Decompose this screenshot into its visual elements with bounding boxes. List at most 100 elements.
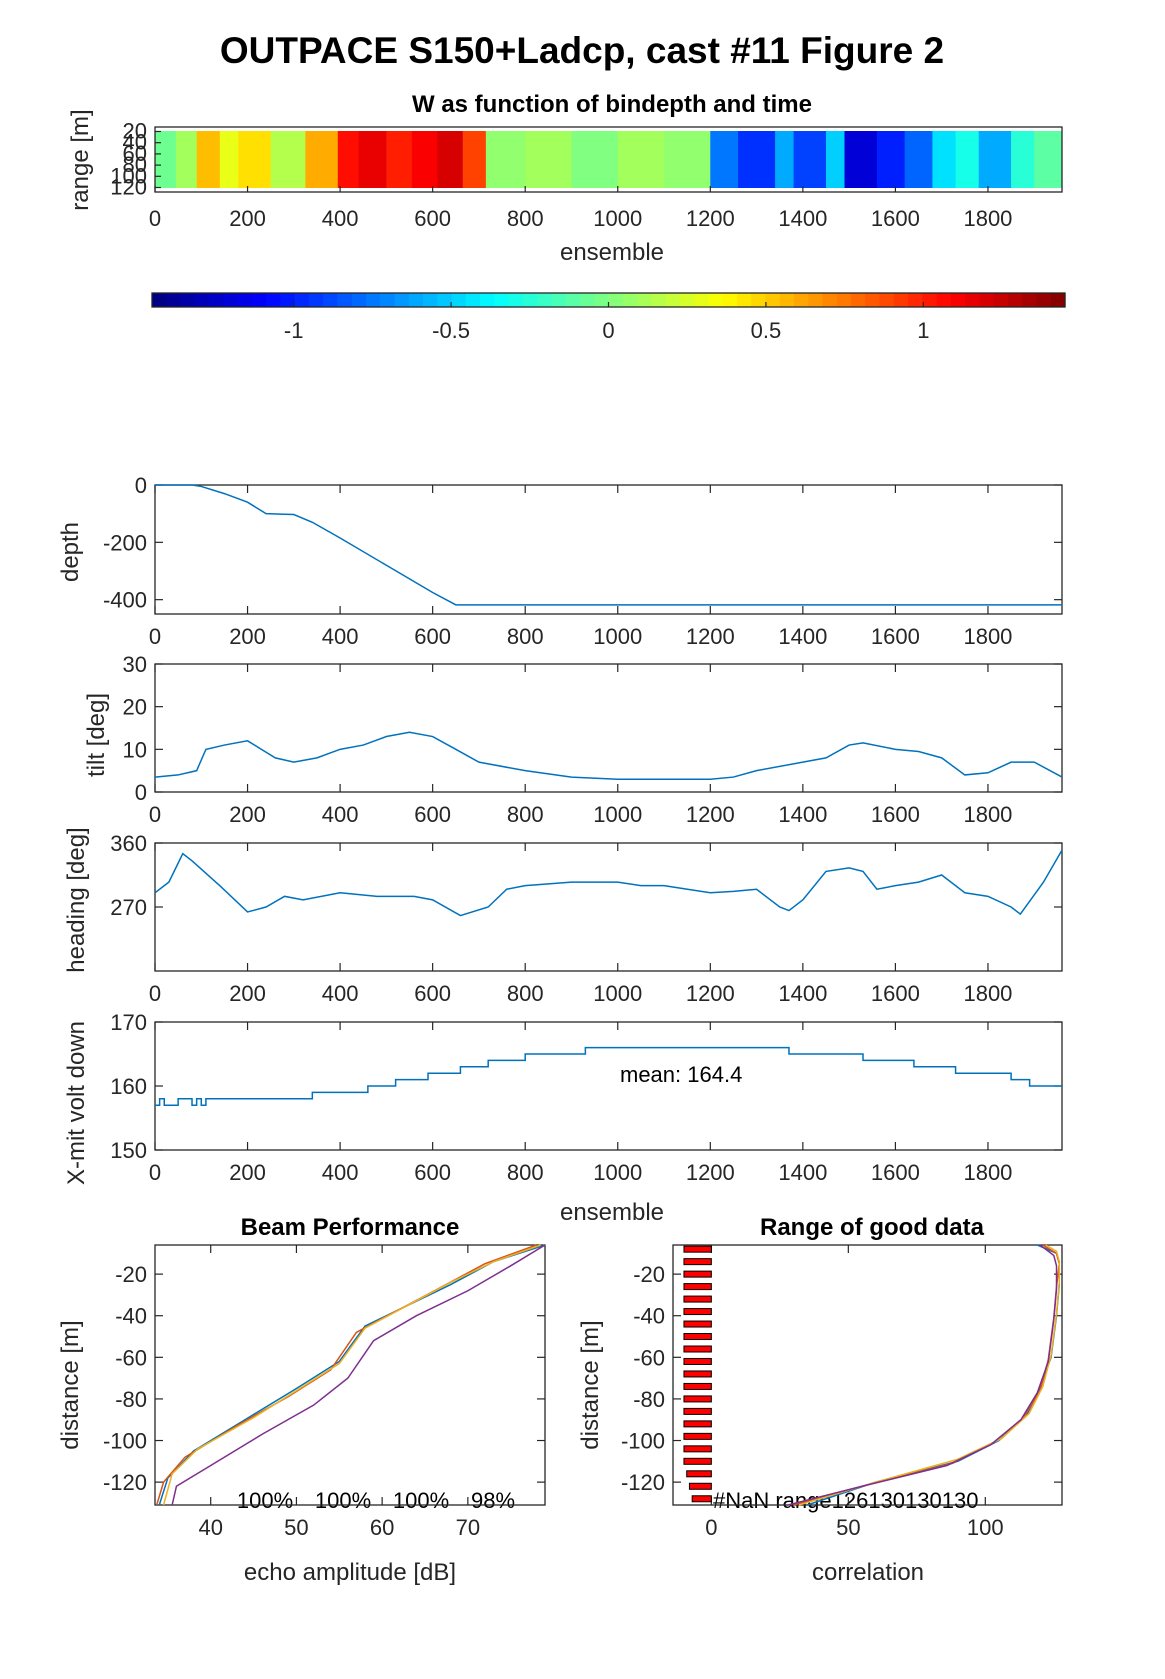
colorbar-segment	[722, 293, 738, 307]
tilt-xtick-label: 1400	[778, 802, 827, 827]
w-ytick-label: 120	[110, 175, 147, 200]
heading-axes-box	[154, 842, 1063, 972]
heading-xtick-label: 400	[322, 981, 359, 1006]
xmit-ylabel: X-mit volt down	[63, 1021, 90, 1185]
beam-title: Beam Performance	[241, 1214, 460, 1241]
colorbar-segment	[965, 293, 981, 307]
tilt-xtick-label: 200	[229, 802, 266, 827]
w-heatmap-ylabel: range [m]	[67, 109, 94, 210]
depth-xtick-label: 800	[507, 624, 544, 649]
w-heatmap-cell	[571, 131, 619, 188]
heading-series-line	[154, 849, 1063, 917]
beam-ytick-label: -120	[103, 1470, 147, 1495]
colorbar-segment	[166, 293, 182, 307]
corr-nan-bar	[683, 1457, 712, 1465]
colorbar-segment	[808, 293, 824, 307]
w-heatmap-panel: W as function of bindepth and time 0 200 4…	[67, 91, 1063, 266]
xmit-xtick-label: 800	[507, 1160, 544, 1185]
colorbar-segment	[465, 293, 481, 307]
heading-xtick-label: 1800	[963, 981, 1012, 1006]
w-heatmap-cell	[337, 131, 360, 188]
depth-xtick-label: 1000	[593, 624, 642, 649]
colorbar-segment	[708, 293, 724, 307]
colorbar-segment	[280, 293, 296, 307]
tilt-panel: tilt [deg] 0 200 400 600 800 1000 1200 1400 1600…	[83, 652, 1063, 827]
w-heatmap-xlabel: ensemble	[560, 239, 664, 266]
w-heatmap-cell	[738, 131, 776, 188]
w-heatmap-cell	[358, 131, 387, 188]
xmit-xtick-label: 1000	[593, 1160, 642, 1185]
colorbar-segment	[565, 293, 581, 307]
tilt-ytick-label: 30	[123, 652, 147, 677]
w-xtick-label: 1200	[686, 206, 735, 231]
w-heatmap-cell	[196, 131, 221, 188]
colorbar-segment	[793, 293, 809, 307]
corr-nan-bar	[683, 1382, 712, 1390]
corr-nan-bar	[683, 1420, 712, 1428]
beam-xtick-label: 70	[456, 1515, 480, 1540]
depth-xtick-label: 600	[414, 624, 451, 649]
beam-percent-label: 100%	[393, 1488, 449, 1513]
corr-xtick-label: 0	[705, 1515, 717, 1540]
colorbar-segment	[579, 293, 595, 307]
w-heatmap-cell	[175, 131, 198, 188]
colorbar-segment	[251, 293, 267, 307]
depth-xtick-label: 0	[149, 624, 161, 649]
w-xtick-label: 800	[507, 206, 544, 231]
w-heatmap-plot	[155, 131, 1063, 188]
corr-nan-bar	[683, 1258, 712, 1266]
colorbar-segment	[751, 293, 767, 307]
depth-panel: depth 0 200 400 600 800 1000 1200 1400 1600 1800 0…	[57, 473, 1063, 649]
beam-percent-label: 98%	[471, 1488, 515, 1513]
depth-xtick-label: 1200	[686, 624, 735, 649]
colorbar-segment	[194, 293, 210, 307]
colorbar-segment	[679, 293, 695, 307]
figure-title: OUTPACE S150+Ladcp, cast #11 Figure 2	[220, 30, 944, 71]
xmit-xtick-label: 0	[149, 1160, 161, 1185]
colorbar-segment	[765, 293, 781, 307]
w-heatmap-cell	[386, 131, 413, 188]
depth-ytick-label: 0	[135, 473, 147, 498]
heading-xtick-label: 0	[149, 981, 161, 1006]
depth-axes-box	[154, 484, 1063, 615]
colorbar-segment	[993, 293, 1009, 307]
colorbar-segment	[908, 293, 923, 307]
w-xtick-label: 600	[414, 206, 451, 231]
depth-ytick-label: -400	[103, 588, 147, 613]
corr-title: Range of good data	[760, 1214, 985, 1241]
colorbar-segment	[365, 293, 381, 307]
depth-xtick-label: 1600	[871, 624, 920, 649]
corr-ytick-label: -120	[621, 1470, 665, 1495]
colorbar-segment	[180, 293, 196, 307]
heading-ylabel: heading [deg]	[63, 827, 90, 972]
heading-xtick-label: 1600	[871, 981, 920, 1006]
corr-xtick-label: 100	[967, 1515, 1004, 1540]
corr-nan-bar	[683, 1270, 712, 1278]
tilt-xtick-label: 0	[149, 802, 161, 827]
beam-ytick-label: -20	[115, 1262, 147, 1287]
w-xtick-label: 200	[229, 206, 266, 231]
colorbar-segment	[237, 293, 253, 307]
w-ytick-label: 20	[123, 118, 147, 143]
corr-ytick-label: -80	[633, 1387, 665, 1412]
tilt-ytick-label: 0	[135, 780, 147, 805]
corr-nan-bar	[683, 1445, 712, 1453]
colorbar-segment	[879, 293, 895, 307]
corr-xlabel: correlation	[812, 1559, 924, 1586]
w-heatmap-cell	[485, 131, 526, 188]
beam-xtick-label: 50	[284, 1515, 308, 1540]
tilt-xtick-label: 400	[322, 802, 359, 827]
colorbar-segment	[922, 293, 938, 307]
w-heatmap-cell	[617, 131, 665, 188]
colorbar-segment	[865, 293, 881, 307]
colorbar-segment	[451, 293, 467, 307]
w-heatmap-cell	[155, 131, 177, 188]
depth-series-line	[155, 484, 1062, 606]
w-ytick-label: 100	[110, 163, 147, 188]
w-heatmap-cell	[825, 131, 846, 188]
heading-ytick-label: 360	[110, 831, 147, 856]
corr-nan-bar	[683, 1320, 712, 1328]
colorbar-segment	[209, 293, 224, 307]
xmit-xlabel: ensemble	[560, 1199, 664, 1226]
beam-xtick-label: 60	[370, 1515, 394, 1540]
